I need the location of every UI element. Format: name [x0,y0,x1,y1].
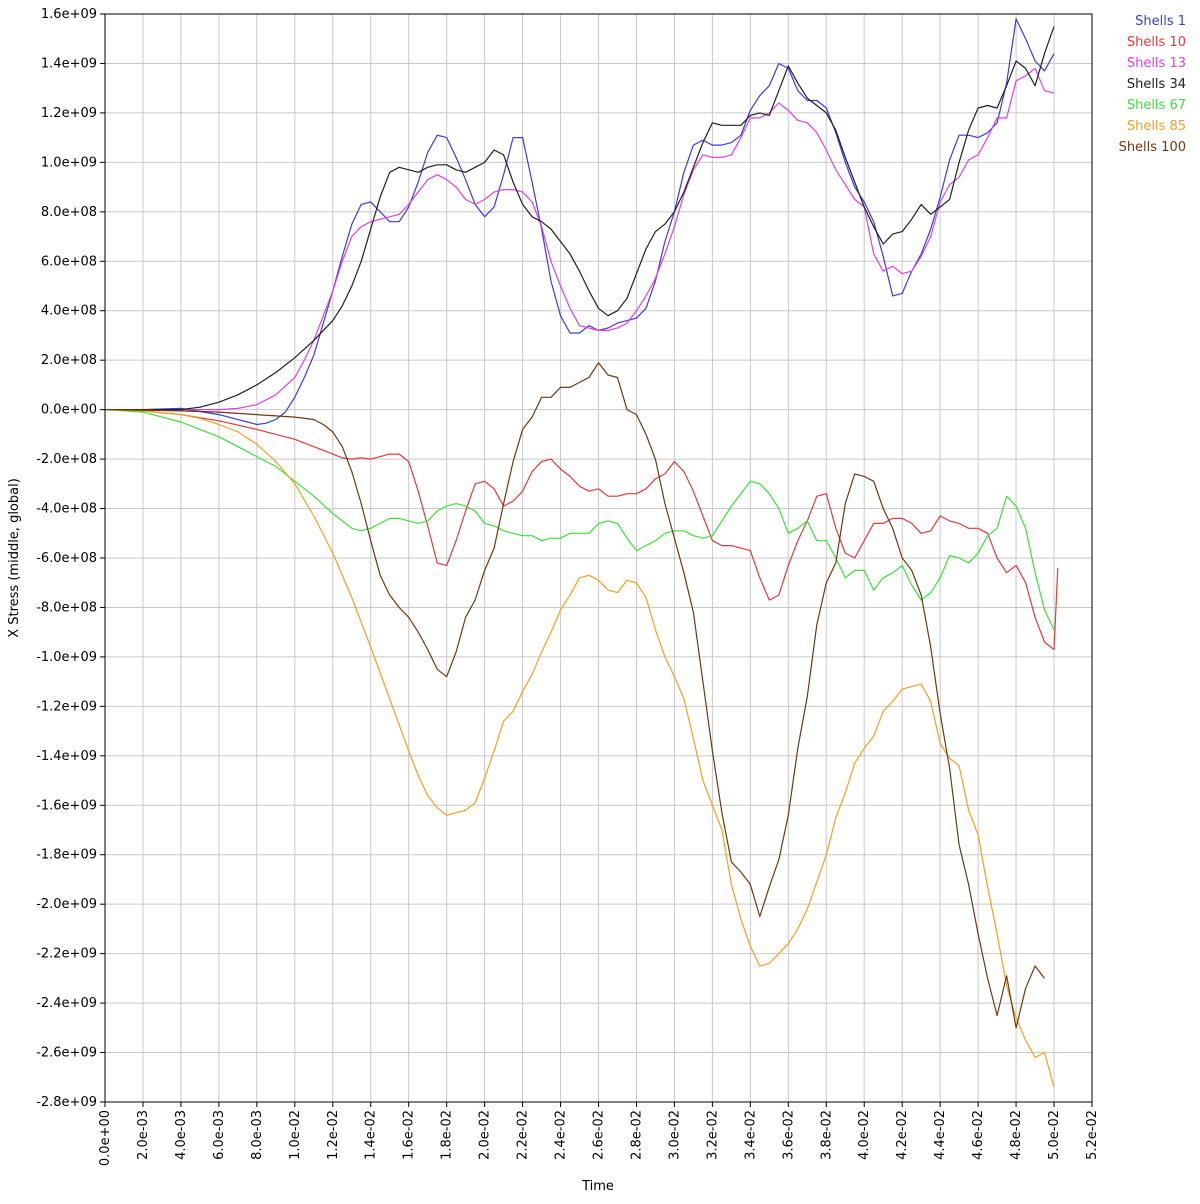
x-tick-label: 0.0e+00 [98,1110,113,1166]
legend-entry: Shells 85 [1127,119,1186,134]
x-tick-label: 2.8e-02 [629,1110,644,1160]
x-tick-label: 3.4e-02 [743,1110,758,1160]
y-tick-label: 2.0e+08 [41,353,97,368]
series-line-shells-13 [105,67,1055,411]
y-tick-label: 1.0e+09 [41,155,97,170]
x-tick-label: 1.6e-02 [402,1110,417,1160]
legend-entry: Shells 34 [1127,77,1186,92]
y-tick-label: 8.0e+08 [41,205,97,220]
x-tick-label: 5.0e-02 [1047,1110,1062,1160]
y-tick-label: -8.0e+08 [36,600,97,615]
y-tick-label: -1.0e+09 [36,650,97,665]
y-tick-label: -4.0e+08 [36,502,97,517]
x-tick-label: 4.8e-02 [1009,1110,1024,1160]
legend-entry: Shells 67 [1127,98,1186,113]
x-tick-label: 3.2e-02 [705,1110,720,1160]
y-tick-label: -2.2e+09 [36,947,97,962]
y-tick-label: 1.4e+09 [41,56,97,71]
y-tick-label: 4.0e+08 [41,304,97,319]
x-tick-label: 2.4e-02 [554,1110,569,1160]
series-line-shells-100 [104,362,1045,1029]
y-axis-ticks: 1.6e+09 1.4e+09 1.2e+09 1.0e+09 8.0e+08 6.0e+… [36,7,105,1110]
x-tick-label: 3.0e-02 [667,1110,682,1160]
y-tick-label: -6.0e+08 [36,551,97,566]
y-tick-label: -1.2e+09 [36,699,97,714]
x-tick-label: 4.2e-02 [895,1110,910,1160]
legend-entry: Shells 10 [1127,35,1186,50]
y-tick-label: 1.2e+09 [41,106,97,121]
x-tick-label: 3.8e-02 [819,1110,834,1160]
y-tick-label: -2.0e+08 [36,452,97,467]
x-axis-ticks: 0.0e+00 2.0e-03 4.0e-03 6.0e-03 8.0e-03 1.0e-… [98,1102,1100,1166]
x-axis-label: Time [581,1179,614,1194]
y-tick-label: 6.0e+08 [41,254,97,269]
series-lines [104,18,1059,1088]
legend-entry: Shells 1 [1135,14,1186,29]
series-line-shells-1 [105,18,1055,426]
x-tick-label: 2.0e-02 [478,1110,493,1160]
y-tick-label: -1.6e+09 [36,798,97,813]
legend: Shells 1 Shells 10 Shells 13 Shells 34 Shell… [1119,14,1186,155]
x-tick-label: 1.8e-02 [440,1110,455,1160]
x-tick-label: 6.0e-03 [212,1110,227,1160]
x-tick-label: 4.6e-02 [971,1110,986,1160]
x-tick-label: 4.4e-02 [933,1110,948,1160]
y-tick-label: 0.0e+00 [41,403,97,418]
x-tick-label: 2.2e-02 [516,1110,531,1160]
x-tick-label: 1.4e-02 [364,1110,379,1160]
series-line-shells-34 [105,26,1055,411]
x-tick-label: 5.2e-02 [1085,1110,1100,1160]
series-line-shells-85 [104,409,1055,1088]
x-tick-label: 1.2e-02 [326,1110,341,1160]
series-line-shells-67 [104,409,1055,630]
y-tick-label: -2.4e+09 [36,996,97,1011]
x-tick-label: 3.6e-02 [781,1110,796,1160]
y-tick-label: -2.6e+09 [36,1046,97,1061]
series-line-shells-10 [104,409,1059,651]
y-tick-label: -2.8e+09 [36,1095,97,1110]
x-tick-label: 1.0e-02 [288,1110,303,1160]
y-tick-label: -2.0e+09 [36,897,97,912]
y-tick-label: -1.8e+09 [36,848,97,863]
y-tick-label: -1.4e+09 [36,749,97,764]
x-tick-label: 2.0e-03 [136,1110,151,1160]
y-tick-label: 1.6e+09 [41,7,97,22]
x-tick-label: 4.0e-02 [857,1110,872,1160]
grid [105,14,1092,1102]
x-tick-label: 2.6e-02 [592,1110,607,1160]
legend-entry: Shells 13 [1127,56,1186,71]
x-tick-label: 8.0e-03 [250,1110,265,1160]
x-tick-label: 4.0e-03 [174,1110,189,1160]
legend-entry: Shells 100 [1119,140,1186,155]
y-axis-label: X Stress (middle, global) [7,478,22,638]
